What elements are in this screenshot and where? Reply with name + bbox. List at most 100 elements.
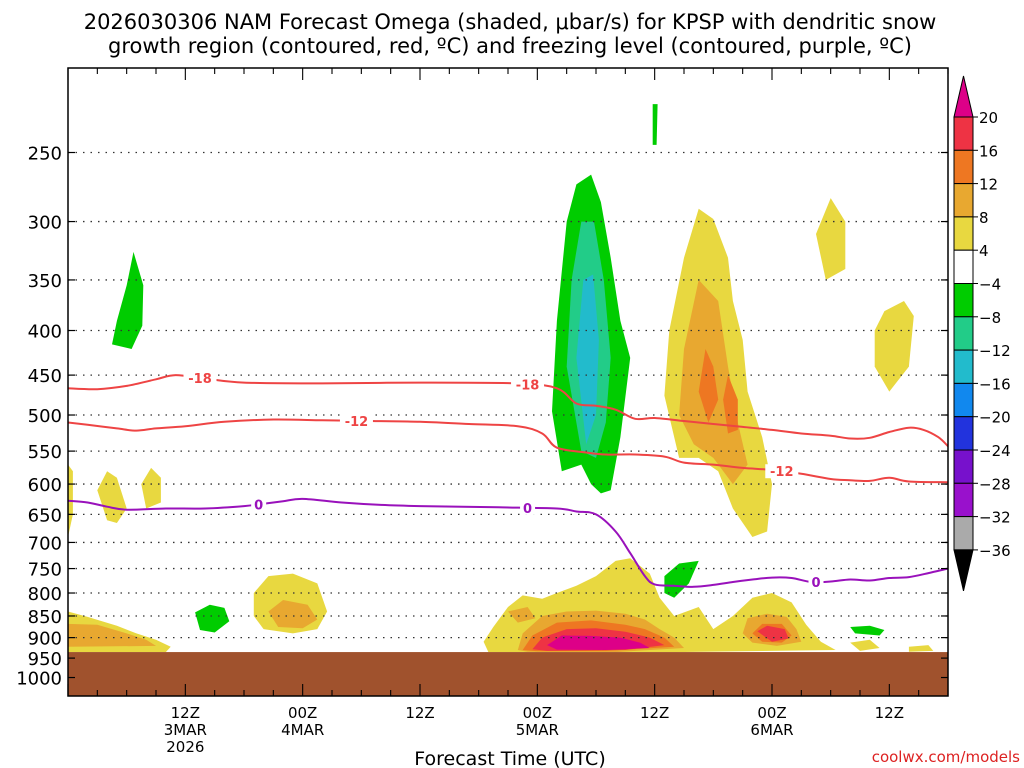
xtick-label-30-1: 12Z <box>405 704 434 722</box>
x-axis-label: Forecast Time (UTC) <box>414 748 605 768</box>
ytick-label-300: 300 <box>28 213 62 234</box>
xtick-label-42-2: 5MAR <box>516 721 559 739</box>
colorbar-box-8 <box>953 349 974 384</box>
colorbar-box-10 <box>953 416 974 451</box>
omega-region-25 <box>698 349 719 423</box>
colorbar-box-12 <box>953 482 974 518</box>
colorbar-label-8: −16 <box>979 375 1011 393</box>
ytick-label-650: 650 <box>28 505 62 526</box>
contour-line-2 <box>68 497 948 588</box>
colorbar-box-2 <box>953 149 974 185</box>
colorbar-label-1: 16 <box>979 142 998 160</box>
ytick-label-250: 250 <box>28 144 62 165</box>
colorbar-box-3 <box>953 183 974 218</box>
xtick-label-78-1: 12Z <box>875 704 904 722</box>
omega-region-5 <box>850 625 885 636</box>
colorbar-label-11: −28 <box>979 475 1011 493</box>
xtick-label-66-2: 6MAR <box>750 721 793 739</box>
ytick-label-350: 350 <box>28 271 62 292</box>
contour-label-bg-2-2 <box>808 574 824 589</box>
colorbar-box-4 <box>953 216 974 251</box>
contour-label-1-0: -12 <box>345 415 369 430</box>
plot-area: -18 -18 -12 -12 0 0 0 250 300 350 400 450 500 550 600… <box>16 67 949 756</box>
omega-region-18 <box>908 645 934 652</box>
omega-region-0 <box>112 251 144 349</box>
contour-label-2-1: 0 <box>523 502 532 517</box>
colorbar-box-13 <box>953 516 974 551</box>
ytick-label-400: 400 <box>28 322 62 343</box>
omega-region-7 <box>576 274 599 445</box>
ytick-label-600: 600 <box>28 475 62 496</box>
credit-text: coolwx.com/models <box>872 748 1020 766</box>
contour-label-bg-2-0 <box>251 497 267 512</box>
omega-region-21 <box>68 623 156 647</box>
ytick-label-500: 500 <box>28 406 62 427</box>
omega-region-17 <box>850 639 880 651</box>
contour-label-bg-1-1 <box>765 464 799 479</box>
xtick-label-6-1: 12Z <box>171 704 200 722</box>
omega-region-13 <box>141 467 161 509</box>
colorbar-label-10: −24 <box>979 442 1011 460</box>
ytick-label-800: 800 <box>28 584 62 605</box>
colorbar-box-11 <box>953 449 974 484</box>
colorbar-label-5: −4 <box>979 276 1001 294</box>
ytick-label-700: 700 <box>28 533 62 554</box>
contour-label-1-1: -12 <box>770 465 794 480</box>
contour-label-bg-0-1 <box>511 377 545 392</box>
omega-region-9 <box>816 198 846 280</box>
ytick-label-750: 750 <box>28 560 62 581</box>
colorbar-label-4: 4 <box>979 242 989 260</box>
ytick-label-1000: 1000 <box>16 669 62 690</box>
contour-label-2-2: 0 <box>811 576 820 591</box>
colorbar-box-1 <box>953 116 974 151</box>
omega-region-20 <box>268 600 318 629</box>
temperature-contours: -18 -18 -12 -12 0 0 0 <box>68 370 948 591</box>
omega-region-31 <box>547 635 650 650</box>
colorbar-label-0: 20 <box>979 109 998 127</box>
contour-label-bg-2-1 <box>520 500 536 515</box>
colorbar-box-5 <box>953 249 974 284</box>
colorbar-label-7: −12 <box>979 342 1011 360</box>
colorbar-label-3: 8 <box>979 209 989 227</box>
xtick-label-54-1: 12Z <box>640 704 669 722</box>
xtick-label-18-2: 4MAR <box>281 721 324 739</box>
omega-region-4 <box>664 560 699 598</box>
xtick-label-18-1: 00Z <box>288 704 317 722</box>
colorbar-label-6: −8 <box>979 309 1001 327</box>
omega-region-26 <box>723 375 738 434</box>
xtick-label-42-1: 00Z <box>523 704 552 722</box>
y-axis-ticks: 2503003504004505005506006507007508008509… <box>16 144 948 690</box>
colorbar-top-arrow <box>953 75 974 118</box>
contour-label-bg-1-0 <box>339 413 373 428</box>
ytick-label-850: 850 <box>28 607 62 628</box>
contour-label-bg-0-0 <box>183 370 217 385</box>
ytick-label-900: 900 <box>28 629 62 650</box>
chart-title-line2: growth region (contoured, red, ºC) and f… <box>108 34 912 58</box>
colorbar-box-6 <box>953 283 974 318</box>
colorbar-label-2: 12 <box>979 176 998 194</box>
contour-label-2-0: 0 <box>254 498 263 513</box>
contour-line-1 <box>68 418 948 484</box>
colorbar-box-7 <box>953 316 974 351</box>
colorbar-box-9 <box>953 382 974 418</box>
colorbar-label-13: −36 <box>979 542 1011 560</box>
contour-label-0-0: -18 <box>188 372 212 387</box>
xtick-label-6-3: 2026 <box>166 738 204 756</box>
omega-region-1 <box>195 604 230 633</box>
contour-label-0-1: -18 <box>516 379 540 394</box>
ground-below-surface <box>68 652 948 696</box>
colorbar-label-9: −20 <box>979 409 1011 427</box>
xtick-label-6-2: 3MAR <box>164 721 207 739</box>
omega-region-10 <box>874 301 914 392</box>
colorbar-bottom-arrow <box>953 549 974 592</box>
xtick-label-66-1: 00Z <box>757 704 786 722</box>
chart-title-line1: 2026030306 NAM Forecast Omega (shaded, μ… <box>84 10 937 34</box>
ytick-label-450: 450 <box>28 366 62 387</box>
ytick-label-950: 950 <box>28 649 62 670</box>
omega-region-3 <box>652 104 658 145</box>
omega-region-22 <box>508 607 536 623</box>
ytick-label-550: 550 <box>28 442 62 463</box>
colorbar-label-12: −32 <box>979 509 1011 527</box>
